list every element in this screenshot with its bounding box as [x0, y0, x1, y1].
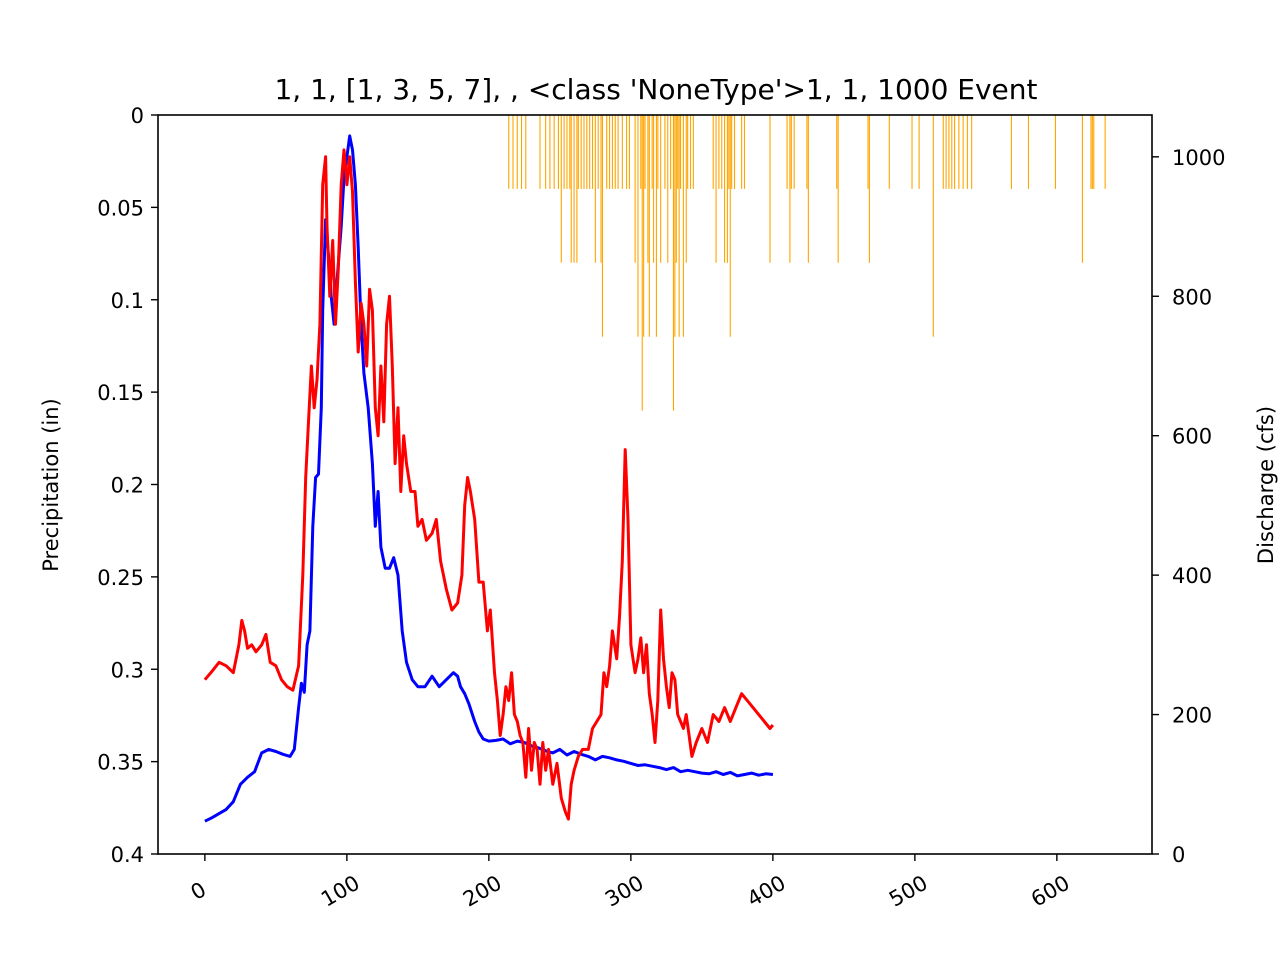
y-left-tick-label-7: 0.35: [97, 751, 144, 775]
series-lines: [203, 134, 775, 823]
y-right-tick-label-0: 0: [1172, 843, 1185, 867]
y-axis-right-label: Discharge (cfs): [1254, 406, 1278, 564]
y-axis-left-label: Precipitation (in): [39, 398, 63, 571]
y-right-tick-label-2: 400: [1172, 564, 1212, 588]
y-right-tick-label-4: 800: [1172, 285, 1212, 309]
y-axis-right: 0 200 400 600 800 1000: [1152, 146, 1225, 867]
y-right-tick-label-1: 200: [1172, 704, 1212, 728]
y-left-tick-label-3: 0.15: [97, 381, 144, 405]
series-line-0: [204, 134, 774, 823]
y-left-tick-label-2: 0.1: [111, 289, 144, 313]
y-left-tick-label-1: 0.05: [97, 196, 144, 220]
y-left-tick-label-4: 0.2: [111, 474, 144, 498]
y-right-tick-label-5: 1000: [1172, 146, 1225, 170]
y-right-tick-label-3: 600: [1172, 425, 1212, 449]
series-line-1: [203, 148, 775, 821]
y-left-tick-label-8: 0.4: [111, 843, 144, 867]
y-axis-left: 0 0.05 0.1 0.15 0.2 0.25 0.3 0.35 0.4: [97, 104, 158, 867]
y-left-tick-label-0: 0: [131, 104, 144, 128]
chart-title: 1, 1, [1, 3, 5, 7], , <class 'NoneType'>…: [274, 73, 1037, 106]
orange-bars: [508, 115, 1106, 411]
y-left-tick-label-5: 0.25: [97, 566, 144, 590]
y-left-tick-label-6: 0.3: [111, 658, 144, 682]
